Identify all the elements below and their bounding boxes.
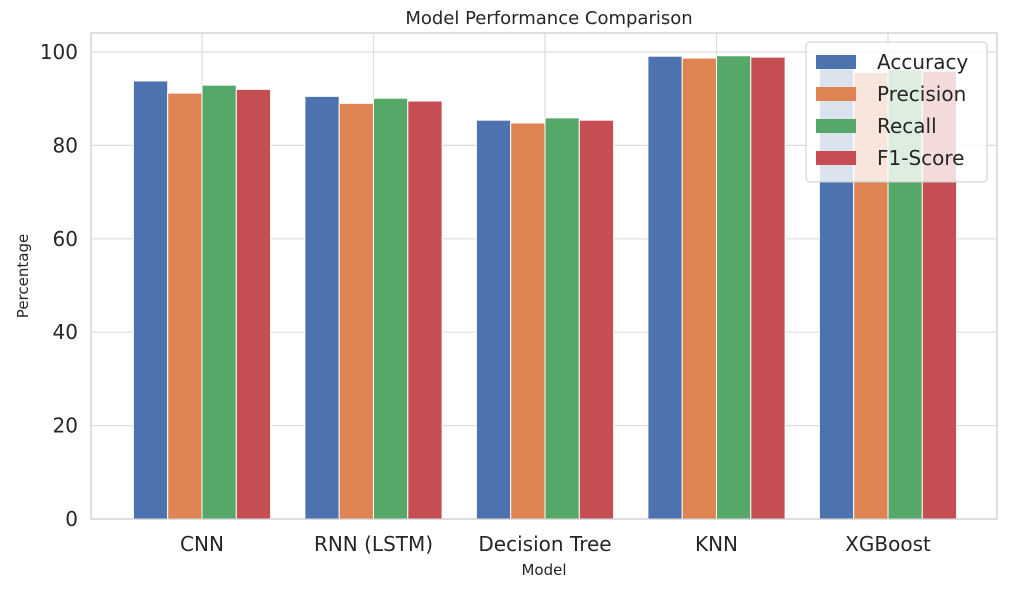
legend-swatch (816, 151, 856, 165)
x-tick-labels: CNN RNN (LSTM) Decision Tree KNN XGBoost (180, 532, 931, 556)
bar-recall-knn (716, 55, 752, 520)
y-tick-label: 0 (65, 507, 78, 531)
y-tick-labels: 0 20 40 60 80 100 (40, 40, 78, 531)
y-tick-label: 100 (40, 40, 78, 64)
bar-accuracy-rnn-lstm- (304, 95, 340, 520)
legend-label: Precision (877, 82, 966, 106)
x-tick-label: RNN (LSTM) (314, 532, 433, 556)
legend-label: Recall (877, 114, 937, 138)
bar-recall-rnn-lstm- (373, 97, 409, 520)
chart-title: Model Performance Comparison (405, 8, 692, 29)
bar-f1-score-rnn-lstm- (407, 100, 443, 520)
legend-label: Accuracy (877, 50, 968, 74)
x-tick-label: XGBoost (845, 532, 931, 556)
legend-box (805, 41, 988, 183)
legend-label: F1-Score (877, 146, 964, 170)
bar-recall-cnn (201, 84, 237, 520)
x-tick-label: CNN (180, 532, 224, 556)
legend-swatch (816, 55, 856, 69)
x-tick-label: Decision Tree (478, 532, 611, 556)
bar-precision-knn (681, 57, 718, 520)
bar-f1-score-knn (750, 56, 786, 520)
bar-precision-decision-tree (510, 122, 546, 520)
legend: Accuracy Precision Recall F1-Score (805, 41, 988, 183)
bar-f1-score-decision-tree (578, 119, 615, 520)
bar-accuracy-cnn (132, 80, 169, 520)
y-tick-label: 60 (53, 227, 78, 251)
y-tick-label: 20 (53, 414, 78, 438)
bar-precision-rnn-lstm- (338, 102, 375, 520)
x-tick-label: KNN (695, 532, 738, 556)
y-tick-label: 80 (53, 133, 78, 157)
bar-precision-cnn (167, 92, 203, 520)
legend-swatch (816, 87, 856, 101)
plot-frame (90, 32, 998, 520)
bar-accuracy-decision-tree (475, 119, 512, 520)
y-tick-label: 40 (53, 320, 78, 344)
bar-f1-score-cnn (235, 88, 272, 520)
x-axis-label: Model (521, 561, 566, 579)
legend-swatch (816, 119, 856, 133)
bar-accuracy-knn (647, 55, 683, 520)
bar-recall-decision-tree (544, 117, 580, 520)
bars-layer (132, 55, 958, 520)
y-axis-label: Percentage (14, 234, 32, 318)
